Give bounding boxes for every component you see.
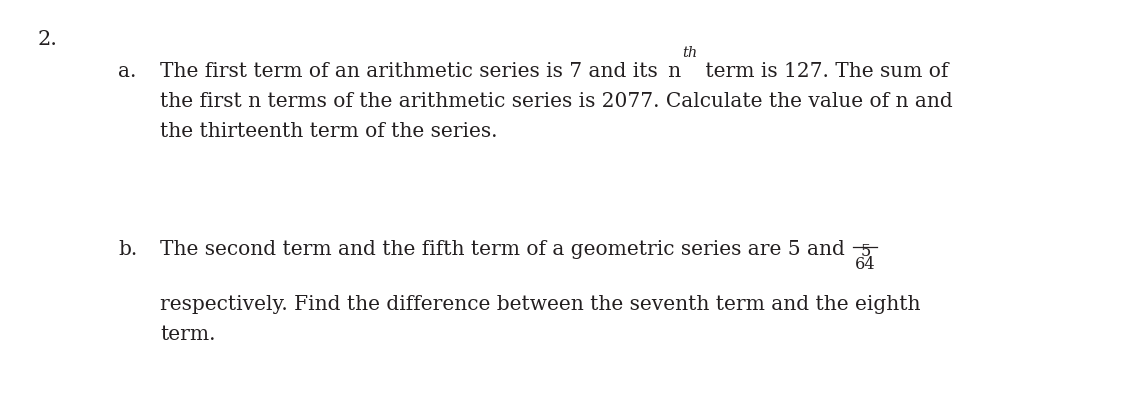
Text: th: th (683, 46, 697, 60)
Text: the thirteenth term of the series.: the thirteenth term of the series. (159, 122, 497, 141)
Text: 64: 64 (856, 256, 876, 273)
Text: term is 127. The sum of: term is 127. The sum of (699, 62, 948, 81)
Text: The second term and the fifth term of a geometric series are 5 and: The second term and the fifth term of a … (159, 240, 851, 259)
Text: The first term of an arithmetic series is 7 and its  n: The first term of an arithmetic series i… (159, 62, 682, 81)
Text: the first n terms of the arithmetic series is 2077. Calculate the value of n and: the first n terms of the arithmetic seri… (159, 92, 952, 111)
Text: respectively. Find the difference between the seventh term and the eighth: respectively. Find the difference betwee… (159, 295, 921, 314)
Text: a.: a. (118, 62, 136, 81)
Text: term.: term. (159, 325, 216, 344)
Text: 2.: 2. (38, 30, 58, 49)
Text: 5: 5 (860, 243, 870, 260)
Text: b.: b. (118, 240, 137, 259)
